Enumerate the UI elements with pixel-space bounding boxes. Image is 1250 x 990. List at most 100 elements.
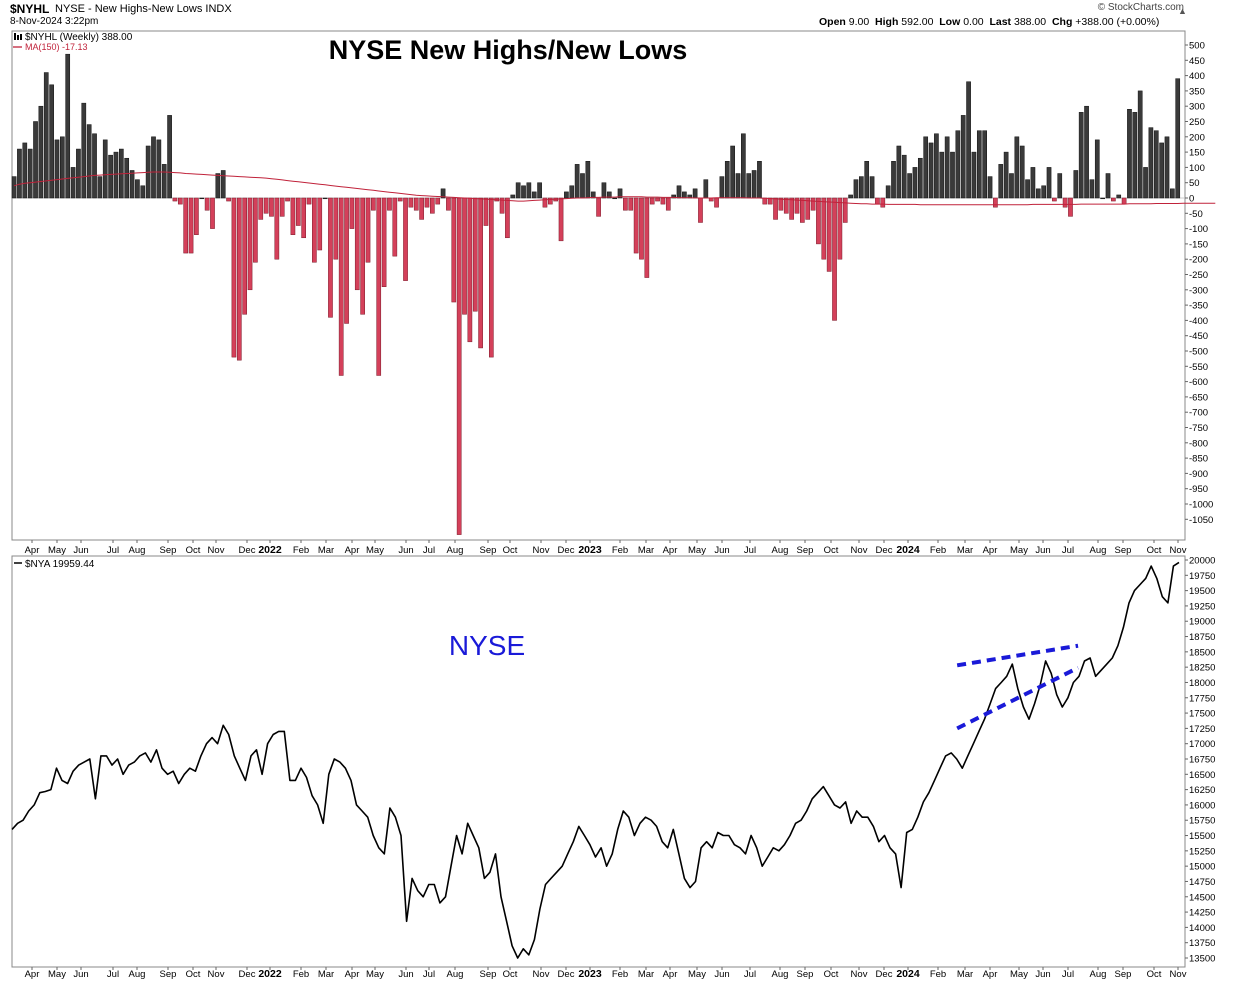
bottom-x-tick-label: 2024 (896, 968, 920, 980)
nyhl-bar (376, 197, 382, 376)
bar-legend-icon (17, 35, 19, 40)
nyhl-bar (478, 197, 483, 349)
nyhl-bar (102, 139, 108, 199)
nyhl-bar (328, 197, 333, 318)
bottom-x-tick-label: Jul (1062, 969, 1074, 980)
top-y-tick-label: 250 (1189, 117, 1205, 128)
bottom-y-tick-label: 18750 (1189, 632, 1215, 643)
nyhl-bar (242, 197, 247, 315)
nyhl-bar (789, 197, 794, 220)
nyhl-bar (1153, 130, 1159, 199)
triangle-up-icon[interactable]: ▲ (1178, 6, 1187, 16)
top-x-tick-label: Jul (423, 545, 435, 556)
nyhl-bar (204, 197, 210, 211)
nyhl-bar (574, 164, 580, 199)
nyhl-bar (505, 197, 510, 239)
bottom-x-tick-label: Jul (423, 969, 435, 980)
nyhl-bar (1035, 188, 1041, 199)
nyhl-bar (794, 197, 800, 214)
nyhl-bar (767, 197, 773, 205)
nyhl-bar (226, 197, 231, 202)
nyhl-bar (762, 197, 768, 205)
top-x-tick-label: Feb (612, 545, 628, 556)
nyhl-bar (1175, 78, 1181, 199)
price-stats: Open 9.00 High 592.00 Low 0.00 Last 388.… (819, 16, 1159, 28)
nyhl-bar (955, 130, 961, 199)
top-x-tick-label: Jun (714, 545, 729, 556)
nyhl-bar (531, 191, 537, 199)
bottom-x-tick-label: Feb (293, 969, 309, 980)
chart-header: $NYHL NYSE - New Highs-New Lows INDX 8-N… (0, 0, 1250, 30)
chg-label: Chg (1051, 16, 1073, 28)
nyhl-bar (1003, 151, 1009, 199)
top-x-tick-label: Oct (186, 545, 201, 556)
nyhl-bar (1078, 112, 1084, 199)
nyhl-bar (70, 167, 76, 199)
nyhl-bar (161, 164, 167, 199)
bottom-y-tick-label: 15750 (1189, 816, 1215, 827)
nyhl-bar (156, 139, 162, 199)
nyhl-bar (606, 191, 612, 199)
top-x-tick-label: Nov (1170, 545, 1187, 556)
nyhl-bar (381, 197, 387, 287)
nyhl-bar (1132, 112, 1138, 199)
bottom-y-tick-label: 19000 (1189, 617, 1215, 628)
bottom-x-tick-label: Jun (1035, 969, 1050, 980)
top-x-tick-label: Jul (107, 545, 119, 556)
nyhl-bar (360, 197, 365, 315)
bottom-y-tick-label: 15500 (1189, 831, 1215, 842)
bottom-x-tick-label: Aug (447, 969, 464, 980)
nyhl-bar (944, 136, 950, 199)
bottom-x-tick-label: Jun (714, 969, 729, 980)
bottom-x-tick-label: May (48, 969, 66, 980)
top-y-tick-label: -600 (1189, 377, 1208, 388)
nyhl-bar (1014, 136, 1020, 199)
nyhl-bar (590, 191, 596, 199)
nyhl-bar (960, 115, 966, 199)
nyhl-bar (354, 197, 360, 291)
bottom-x-tick-label: Apr (25, 969, 40, 980)
top-x-tick-label: Sep (797, 545, 814, 556)
top-x-tick-label: Dec (558, 545, 575, 556)
nyhl-bar (419, 197, 424, 220)
nyhl-bar (392, 197, 398, 257)
bottom-legend-series: $NYA 19959.44 (25, 559, 95, 570)
nyhl-bar (998, 164, 1004, 199)
bottom-x-tick-label: Nov (533, 969, 550, 980)
nyhl-bar (719, 176, 725, 199)
nyhl-bar (741, 133, 746, 199)
top-x-tick-label: Aug (447, 545, 464, 556)
nyhl-bar (253, 197, 258, 263)
nyhl-bar (124, 157, 130, 199)
nyhl-bar (1019, 145, 1025, 199)
nyhl-bar (917, 157, 923, 199)
nyhl-bar (660, 197, 666, 205)
bottom-y-tick-label: 19750 (1189, 571, 1215, 582)
bottom-x-tick-label: Sep (797, 969, 814, 980)
top-x-tick-label: Mar (957, 545, 973, 556)
bottom-y-tick-label: 13500 (1189, 954, 1215, 965)
nyhl-bar (510, 194, 516, 199)
bottom-y-tick-label: 15000 (1189, 862, 1215, 873)
nyhl-bar (462, 197, 467, 315)
bottom-y-tick-label: 16750 (1189, 755, 1215, 766)
nyhl-bar (751, 170, 757, 199)
top-y-tick-label: 500 (1189, 41, 1205, 52)
nyhl-bar (585, 161, 591, 199)
bottom-y-tick-label: 16250 (1189, 785, 1215, 796)
last-value: 388.00 (1013, 16, 1047, 28)
bottom-x-tick-label: Jun (398, 969, 413, 980)
nyhl-bar (285, 197, 290, 202)
top-y-tick-label: 0 (1189, 194, 1194, 205)
nyhl-bar (76, 148, 81, 199)
nyhl-bar (864, 161, 870, 199)
bottom-x-tick-label: Aug (772, 969, 789, 980)
exchange-label: INDX (205, 3, 232, 15)
nyhl-bar (49, 84, 54, 199)
nyhl-bar (258, 197, 264, 220)
trendline (956, 665, 1079, 731)
top-x-tick-label: Apr (25, 545, 40, 556)
nyhl-bar (885, 185, 891, 199)
